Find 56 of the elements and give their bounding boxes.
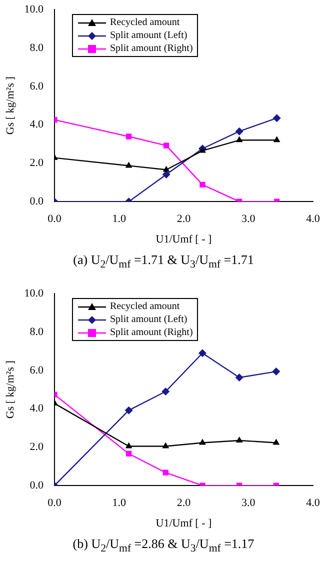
point xyxy=(235,127,244,136)
y-tick-label: 8.0 xyxy=(30,326,44,338)
point xyxy=(272,114,281,122)
y-axis-title: Gs [ kg/m²s ] xyxy=(4,76,16,135)
x-tick-label: 2.0 xyxy=(176,497,192,510)
point xyxy=(199,438,206,445)
point xyxy=(162,388,170,396)
legend-label: Recycled amount xyxy=(110,300,180,313)
point xyxy=(235,374,244,382)
legend-label: Split amount (Right) xyxy=(110,42,193,55)
point xyxy=(272,368,280,376)
y-tick-label: 2.0 xyxy=(30,157,44,170)
x-tick-label: 3.0 xyxy=(241,497,256,510)
point xyxy=(273,136,280,142)
x-tick-label: 4.0 xyxy=(306,497,320,510)
y-tick-label: 6.0 xyxy=(30,364,44,376)
legend-label: Split amount (Left) xyxy=(110,313,188,326)
x-tick-label: 0.0 xyxy=(48,213,62,226)
text: (a) U$_{2}$/U$_{mf}$ =1.71 & U$_{3}$/U$_{mf}$ =1.71 xyxy=(73,252,254,271)
text: (b) U$_{2}$/U$_{mf}$ =2.86 & U$_{3}$/U$_{mf}$ =1.17 xyxy=(72,536,254,555)
point xyxy=(162,470,168,476)
y-tick-label: 10.0 xyxy=(24,3,44,16)
point xyxy=(124,406,133,414)
x-tick-label: 0.0 xyxy=(48,497,62,510)
y-axis-title: Gs [ kg/m²s ] xyxy=(4,360,16,419)
point xyxy=(126,134,132,140)
point xyxy=(272,438,280,445)
x-tick-label: 4.0 xyxy=(306,213,320,226)
legend-label: Split amount (Right) xyxy=(110,326,193,339)
x-tick-label: 1.0 xyxy=(112,213,126,226)
point xyxy=(236,436,243,442)
x-tick-label: 3.0 xyxy=(241,213,256,226)
y-tick-label: 0.0 xyxy=(30,479,44,492)
point xyxy=(125,442,132,448)
y-tick-label: 4.0 xyxy=(30,402,44,415)
x-tick-label: 1.0 xyxy=(112,497,126,510)
y-tick-label: 6.0 xyxy=(30,80,44,92)
point xyxy=(236,136,243,142)
point xyxy=(162,170,170,179)
legend-label: Split amount (Left) xyxy=(110,29,188,42)
point xyxy=(126,450,132,457)
point xyxy=(163,142,170,148)
x-axis-title: U1/Umf [ - ] xyxy=(156,233,212,246)
x-axis-title: U1/Umf [ - ] xyxy=(156,517,212,530)
legend-label: Recycled amount xyxy=(110,16,180,29)
point xyxy=(162,166,170,172)
x-tick-label: 2.0 xyxy=(176,213,192,226)
point xyxy=(200,182,206,188)
y-tick-label: 0.0 xyxy=(30,195,44,208)
y-tick-label: 10.0 xyxy=(24,287,44,300)
point xyxy=(162,442,170,448)
y-tick-label: 2.0 xyxy=(30,441,44,454)
point xyxy=(125,162,132,168)
y-tick-label: 4.0 xyxy=(30,118,44,131)
point xyxy=(198,349,206,358)
y-tick-label: 8.0 xyxy=(30,42,44,54)
